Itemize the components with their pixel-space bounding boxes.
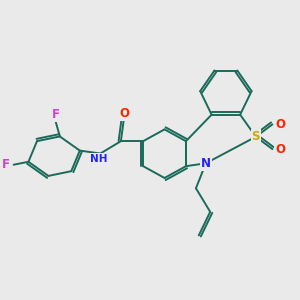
Text: O: O (275, 118, 285, 131)
Text: F: F (52, 108, 59, 121)
Text: O: O (275, 142, 285, 156)
Text: NH: NH (90, 154, 108, 164)
Text: S: S (252, 130, 260, 143)
Text: O: O (119, 107, 129, 120)
Text: N: N (201, 157, 211, 170)
Text: F: F (2, 158, 10, 171)
